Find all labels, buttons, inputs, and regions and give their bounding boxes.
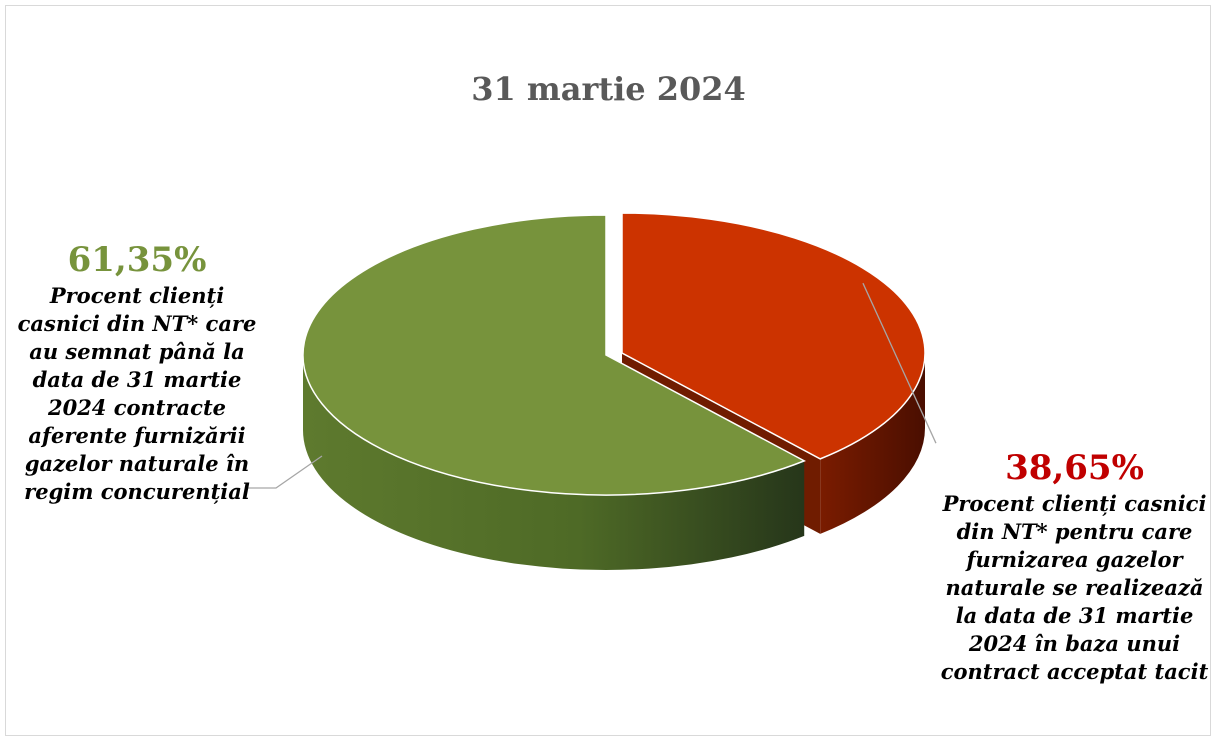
slice-wall-tacit: [820, 353, 926, 534]
slice-text-competitive: Procent clienți casnici din NT* care au …: [17, 283, 257, 504]
slice-competitive: [302, 214, 807, 496]
leader-line-tacit: [862, 282, 937, 444]
leader-line-competitive: [248, 455, 323, 489]
slice-label-tacit: 38,65% Procent clienți casnici din NT* p…: [932, 446, 1217, 686]
slice-value-tacit: 38,65%: [1005, 448, 1144, 488]
slice-value-competitive: 61,35%: [67, 240, 207, 280]
slice-tacit: [621, 212, 926, 460]
chart-title: 31 martie 2024: [471, 70, 746, 108]
slice-label-competitive: 61,35% Procent clienți casnici din NT* c…: [12, 238, 262, 506]
slice-text-tacit: Procent clienți casnici din NT* pentru c…: [940, 491, 1209, 684]
slice-wall-competitive: [303, 355, 805, 570]
